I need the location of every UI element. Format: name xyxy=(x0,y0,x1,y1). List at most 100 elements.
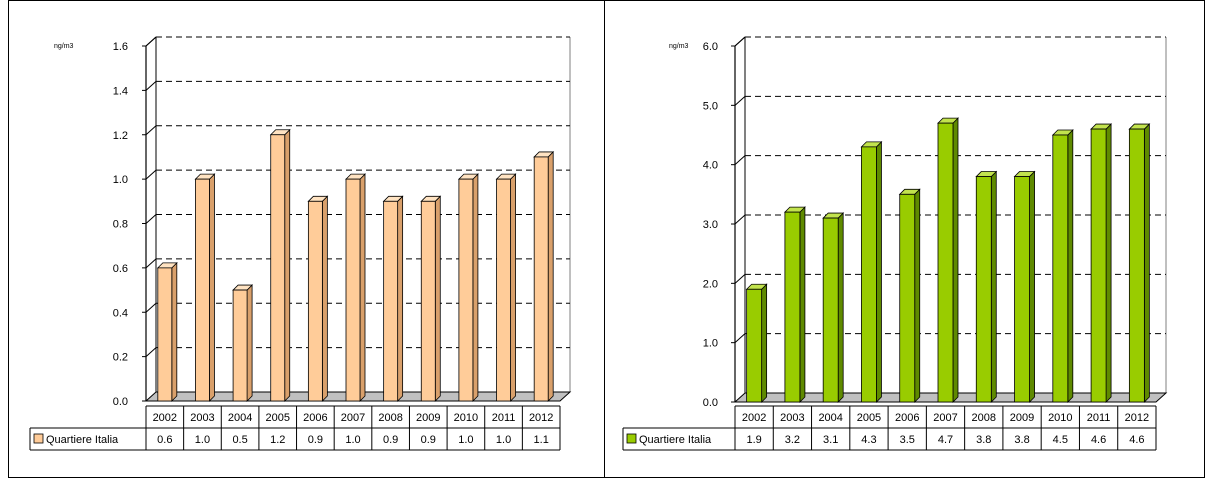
bar-side xyxy=(837,212,844,403)
y-tick-label: 2.0 xyxy=(703,278,718,290)
bar-side xyxy=(1029,170,1035,403)
chart-left: 0.0 0.2 0.4 0.6 0.8 1.0 1.2 1.4 1.6 ng/m3 2002 0.6 2… xyxy=(29,36,572,451)
gridline-slant xyxy=(734,333,746,344)
x-tick-label: 2012 xyxy=(1125,412,1149,424)
x-tick-label: 2009 xyxy=(416,412,440,424)
bar-side xyxy=(472,173,479,402)
chart-panel-right: 0.0 1.0 2.0 3.0 4.0 5.0 6.0 ng/m3 2002 1.9 2003 3.2… xyxy=(605,0,1205,479)
data-label: 4.7 xyxy=(938,434,953,446)
bar-side xyxy=(761,283,768,403)
bar-side xyxy=(547,150,554,402)
gridline-slant xyxy=(145,169,157,180)
gridline-slant xyxy=(734,155,746,166)
bar-side xyxy=(952,117,959,403)
y-tick-label: 1.4 xyxy=(113,85,128,97)
bar-side xyxy=(359,173,366,402)
data-label: 1.2 xyxy=(270,434,285,446)
data-label: 3.5 xyxy=(900,434,915,446)
bar-side xyxy=(1105,123,1112,403)
x-tick-label: 2006 xyxy=(303,412,327,424)
y-tick-label: 0.8 xyxy=(113,219,128,231)
bar-side xyxy=(914,188,921,403)
x-tick-label: 2004 xyxy=(228,412,252,424)
x-tick-label: 2011 xyxy=(492,412,516,424)
y-tick-label: 1.6 xyxy=(113,41,128,53)
x-tick-label: 2004 xyxy=(818,412,842,424)
y-tick-label: 0.2 xyxy=(113,352,128,364)
y-tick-label: 1.0 xyxy=(113,174,128,186)
x-tick-label: 2012 xyxy=(529,412,553,424)
x-tick-label: 2006 xyxy=(895,412,919,424)
bar xyxy=(1052,134,1069,403)
y-tick-label: 0.0 xyxy=(703,397,718,409)
gridline-slant xyxy=(145,214,157,224)
data-label: 0.9 xyxy=(421,434,436,446)
bar xyxy=(1090,128,1107,403)
data-label: 3.2 xyxy=(785,434,800,446)
x-tick-label: 2005 xyxy=(265,412,289,424)
x-tick-label: 2008 xyxy=(972,412,996,424)
y-tick-label: 3.0 xyxy=(703,219,718,231)
gridline-slant xyxy=(145,258,157,269)
bar-side xyxy=(397,195,404,402)
data-label: 3.8 xyxy=(1014,434,1029,446)
bar-side xyxy=(321,195,328,402)
y-tick-label: 4.0 xyxy=(703,160,718,172)
gridline-slant xyxy=(734,273,746,284)
data-label: 1.0 xyxy=(496,434,511,446)
y-unit-label: ng/m3 xyxy=(669,43,689,50)
bar xyxy=(899,193,916,403)
bar xyxy=(496,178,511,402)
bar-side xyxy=(876,140,882,403)
data-label: 1.0 xyxy=(195,434,210,446)
x-tick-label: 2003 xyxy=(780,412,804,424)
data-label: 1.0 xyxy=(345,434,360,446)
data-label: 4.3 xyxy=(861,434,876,446)
y-axis-top-slant xyxy=(145,36,157,47)
chart-panel-left: 0.0 0.2 0.4 0.6 0.8 1.0 1.2 1.4 1.6 ng/m3 2002 0.6 2… xyxy=(0,0,604,479)
bar xyxy=(784,211,801,403)
data-label: 1.0 xyxy=(458,434,473,446)
x-tick-label: 2009 xyxy=(1010,412,1034,424)
bar xyxy=(975,176,992,403)
data-label: 1.1 xyxy=(534,434,549,446)
data-label: 4.6 xyxy=(1091,434,1106,446)
bar xyxy=(861,146,877,403)
bar xyxy=(345,178,361,402)
data-label: 4.5 xyxy=(1053,434,1068,446)
outer-frame xyxy=(8,0,1205,478)
y-unit-label: ng/m3 xyxy=(54,43,74,50)
gridline-slant xyxy=(145,302,157,313)
legend-swatch xyxy=(626,433,637,444)
bar xyxy=(1014,176,1030,403)
x-tick-label: 2002 xyxy=(153,412,177,424)
bar xyxy=(937,122,954,403)
bar-side xyxy=(799,206,806,403)
legend-label: Quartiere Italia xyxy=(639,434,712,446)
gridline-slant xyxy=(734,95,746,106)
data-label: 4.6 xyxy=(1129,434,1144,446)
x-tick-label: 2007 xyxy=(933,412,957,424)
bar xyxy=(822,217,839,403)
y-tick-label: 5.0 xyxy=(703,100,718,112)
chart-right: 0.0 1.0 2.0 3.0 4.0 5.0 6.0 ng/m3 2002 1.9 2003 3.2… xyxy=(622,36,1168,451)
legend-label: Quartiere Italia xyxy=(46,434,119,446)
bar xyxy=(195,178,210,402)
bar-side xyxy=(246,284,253,402)
bar xyxy=(157,267,173,402)
x-tick-label: 2005 xyxy=(857,412,881,424)
bar xyxy=(383,200,399,402)
bar-side xyxy=(434,195,441,402)
x-tick-label: 2003 xyxy=(190,412,214,424)
y-tick-label: 0.0 xyxy=(113,396,128,408)
x-tick-label: 2002 xyxy=(742,412,766,424)
data-label: 0.5 xyxy=(232,434,247,446)
bar xyxy=(1128,128,1145,403)
y-tick-label: 0.4 xyxy=(113,307,128,319)
data-label: 0.6 xyxy=(157,434,172,446)
bar-side xyxy=(209,173,215,402)
bar xyxy=(533,156,549,402)
bar xyxy=(420,200,436,402)
x-tick-label: 2011 xyxy=(1087,412,1111,424)
data-label: 0.9 xyxy=(383,434,398,446)
